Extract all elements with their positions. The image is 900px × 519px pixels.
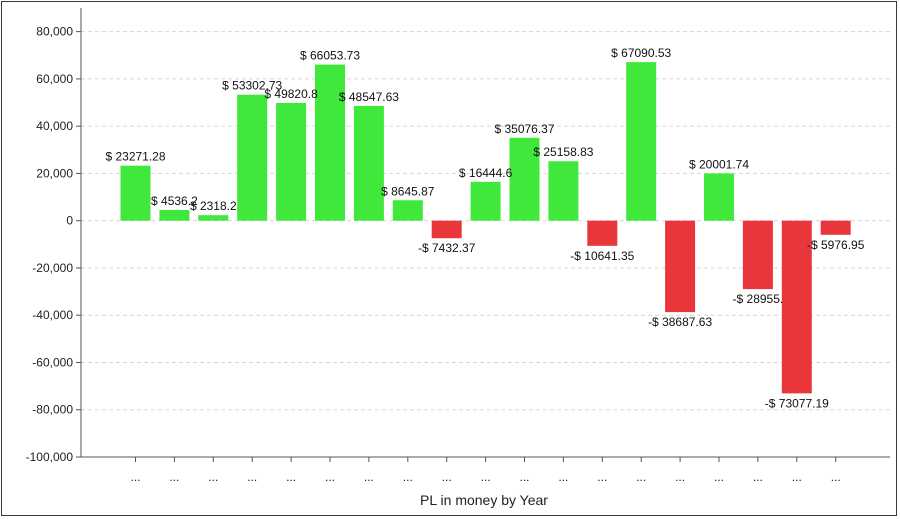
bar bbox=[548, 161, 579, 221]
y-tick-label: 0 bbox=[66, 214, 73, 228]
x-tick-label: ... bbox=[130, 470, 140, 484]
x-tick-label: ... bbox=[403, 470, 413, 484]
data-label: $ 8645.87 bbox=[381, 184, 435, 198]
bar bbox=[159, 209, 190, 221]
y-tick-label: 20,000 bbox=[36, 166, 73, 180]
x-tick-label: ... bbox=[519, 470, 529, 484]
bar bbox=[587, 220, 618, 246]
bar bbox=[470, 181, 501, 221]
data-label: -$ 7432.37 bbox=[418, 241, 476, 255]
y-tick-label: -20,000 bbox=[32, 261, 73, 275]
x-axis-ticks: ........................................… bbox=[130, 457, 841, 484]
x-tick-label: ... bbox=[792, 470, 802, 484]
x-axis-title: PL in money by Year bbox=[420, 492, 548, 508]
data-label: -$ 38687.63 bbox=[648, 315, 712, 329]
bar bbox=[626, 62, 657, 221]
data-label: -$ 73077.19 bbox=[765, 396, 829, 410]
bar bbox=[781, 220, 812, 394]
data-label: $ 49820.8 bbox=[264, 87, 318, 101]
bar bbox=[392, 200, 423, 221]
data-label: $ 25158.83 bbox=[533, 145, 593, 159]
data-label: $ 53302.73 bbox=[222, 79, 282, 93]
data-label: $ 66053.73 bbox=[300, 49, 360, 63]
data-label: $ 48547.63 bbox=[339, 90, 399, 104]
data-label: $ 23271.28 bbox=[105, 150, 165, 164]
bar bbox=[120, 165, 151, 221]
data-label: $ 16444.6 bbox=[459, 166, 513, 180]
bar bbox=[431, 220, 462, 239]
x-tick-label: ... bbox=[325, 470, 335, 484]
y-tick-label: 40,000 bbox=[36, 119, 73, 133]
x-tick-label: ... bbox=[169, 470, 179, 484]
bar bbox=[665, 220, 696, 313]
data-label: $ 35076.37 bbox=[494, 122, 554, 136]
x-tick-label: ... bbox=[286, 470, 296, 484]
data-label: $ 20001.74 bbox=[689, 157, 749, 171]
x-tick-label: ... bbox=[208, 470, 218, 484]
x-tick-label: ... bbox=[558, 470, 568, 484]
bar bbox=[198, 215, 229, 221]
x-tick-label: ... bbox=[442, 470, 452, 484]
x-tick-label: ... bbox=[675, 470, 685, 484]
y-tick-label: -100,000 bbox=[26, 450, 74, 464]
y-tick-label: 80,000 bbox=[36, 25, 73, 39]
bar bbox=[704, 173, 734, 221]
bar bbox=[820, 220, 851, 235]
x-tick-label: ... bbox=[636, 470, 646, 484]
bars bbox=[120, 62, 851, 394]
bar bbox=[315, 64, 345, 221]
data-label: $ 2318.2 bbox=[190, 199, 237, 213]
y-tick-label: 60,000 bbox=[36, 72, 73, 86]
data-label: -$ 28955. bbox=[733, 292, 784, 306]
data-label: -$ 10641.35 bbox=[570, 249, 634, 263]
y-axis-ticks: -100,000 -80,000 -60,000 -40,000 -20,000 0 20,… bbox=[26, 25, 81, 464]
y-tick-label: -80,000 bbox=[32, 403, 73, 417]
x-tick-label: ... bbox=[597, 470, 607, 484]
x-tick-label: ... bbox=[753, 470, 763, 484]
y-tick-label: -60,000 bbox=[32, 355, 73, 369]
data-labels: $ 23271.28 $ 4536.2$ 2318.2 $ 53302.73$ 49… bbox=[105, 46, 864, 410]
x-tick-label: ... bbox=[714, 470, 724, 484]
data-label: -$ 5976.95 bbox=[807, 238, 865, 252]
data-label: $ 4536.2 bbox=[151, 194, 198, 208]
x-tick-label: ... bbox=[364, 470, 374, 484]
bar bbox=[742, 220, 773, 290]
x-tick-label: ... bbox=[481, 470, 491, 484]
bar bbox=[353, 105, 384, 221]
data-label: $ 67090.53 bbox=[611, 46, 671, 60]
x-tick-label: ... bbox=[831, 470, 841, 484]
x-tick-label: ... bbox=[247, 470, 257, 484]
y-tick-label: -40,000 bbox=[32, 308, 73, 322]
bar bbox=[509, 137, 540, 221]
bar bbox=[237, 94, 268, 221]
bar bbox=[276, 102, 307, 221]
